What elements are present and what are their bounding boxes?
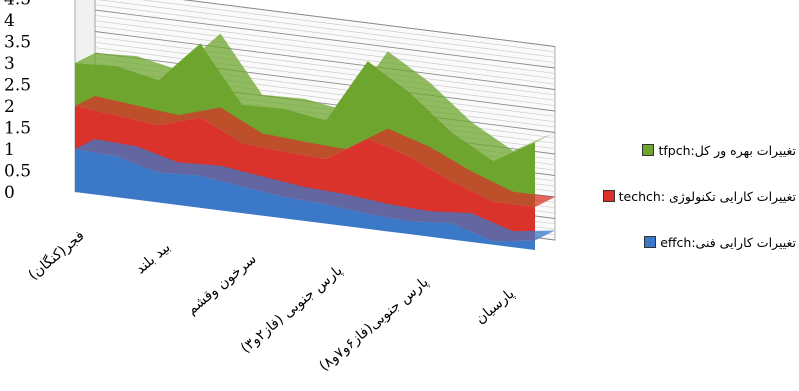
- gridline: [94, 25, 556, 85]
- gridline: [94, 41, 556, 101]
- y-tick-label: 3.5: [4, 33, 31, 53]
- y-tick-label: 0.5: [4, 162, 31, 182]
- legend-swatch-techch: [602, 190, 615, 202]
- x-category-label: پارسیان: [472, 286, 517, 328]
- legend: تغییرات بهره ور کل:tfpch تغییرات کارایی …: [564, 140, 796, 278]
- y-tick-label: 1.5: [4, 119, 31, 139]
- gridline: [94, 52, 556, 112]
- y-axis-tick-labels: 00.511.522.533.544.5: [4, 0, 31, 203]
- legend-swatch-effch: [644, 236, 657, 248]
- legend-item-tfpch: تغییرات بهره ور کل:tfpch: [564, 140, 796, 160]
- area-top-face: [75, 96, 555, 207]
- y-tick-label: 2: [4, 97, 15, 117]
- x-category-label: فجر(کنگان): [25, 227, 88, 283]
- legend-label-tfpch: تغییرات بهره ور کل:tfpch: [658, 142, 796, 158]
- y-tick-label: 4.5: [4, 0, 31, 10]
- legend-item-effch: تغییرات کارایی فنی:effch: [564, 232, 796, 252]
- area-tfpch: [75, 43, 535, 207]
- gridline: [141, 0, 556, 53]
- x-category-label: سرخون وقشم: [184, 251, 260, 318]
- legend-label-effch: تغییرات کارایی فنی:effch: [660, 234, 796, 250]
- gridline: [94, 20, 556, 80]
- x-category-label: پارس جنوبی(فاز۶و۷و۸): [316, 274, 431, 374]
- x-category-label: پارس جنوبی (فاز۲و۳): [238, 263, 346, 357]
- area-top-face: [75, 33, 555, 161]
- area-top-face: [75, 139, 555, 242]
- legend-item-techch: تغییرات کارایی تکنولوژی :techch: [564, 186, 796, 206]
- y-tick-label: 4: [4, 11, 15, 31]
- gridline: [94, 47, 556, 106]
- y-tick-label: 1: [4, 140, 15, 160]
- x-category-label: بید بلند: [133, 239, 174, 277]
- y-tick-label: 2.5: [4, 76, 31, 96]
- area-techch: [75, 106, 535, 242]
- y-tick-label: 3: [4, 54, 15, 74]
- legend-label-techch: تغییرات کارایی تکنولوژی :techch: [618, 188, 796, 204]
- gridline: [98, 0, 556, 58]
- gridline: [182, 0, 556, 47]
- area-layer: [75, 33, 555, 250]
- area-effch: [75, 149, 535, 250]
- y-tick-label: 0: [4, 183, 15, 203]
- gridline: [94, 4, 556, 63]
- gridline: [94, 15, 556, 74]
- gridline: [94, 9, 556, 69]
- legend-swatch-tfpch: [642, 144, 655, 156]
- gridline: [94, 36, 556, 96]
- gridline: [94, 31, 556, 90]
